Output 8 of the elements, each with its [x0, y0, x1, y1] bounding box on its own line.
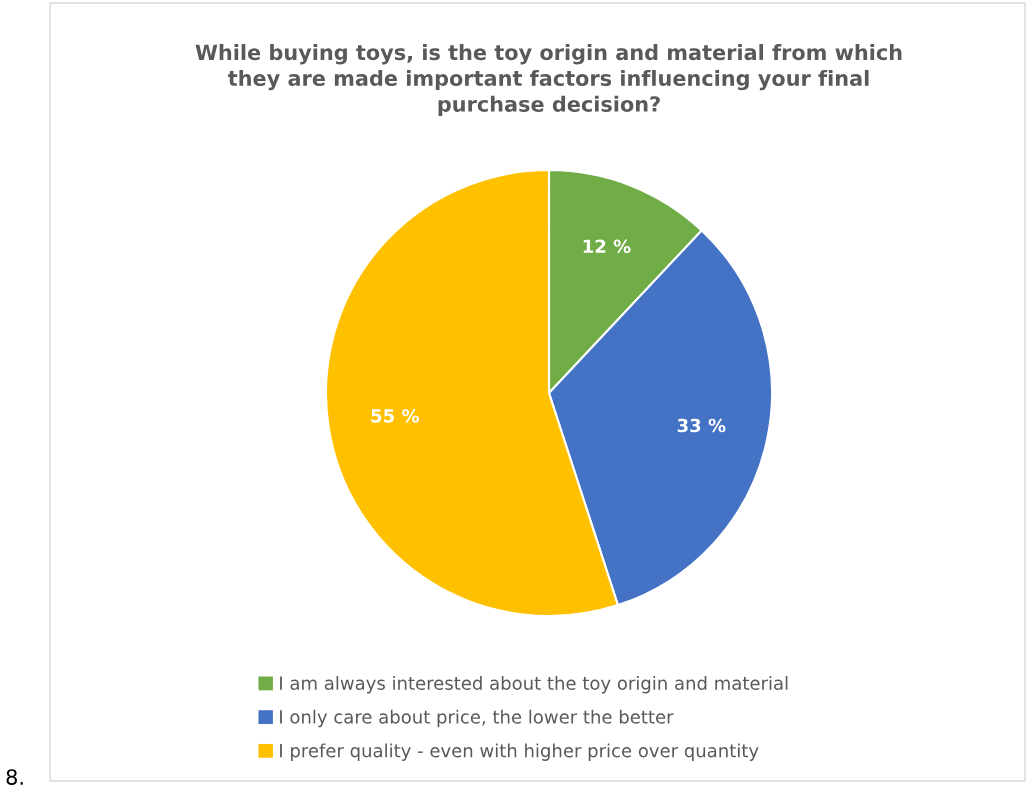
data-label: 55 % [371, 409, 419, 423]
data-label: 33 % [677, 418, 726, 433]
legend-label: I am always interested about the toy origin and material [280, 675, 788, 694]
legend-label: I only care about price, the lower the better [280, 709, 674, 728]
text: 8. [6, 769, 23, 785]
legend-label: I prefer quality - even with higher price over quantity [280, 743, 759, 761]
data-label: 12 % [583, 239, 631, 254]
chart-title: While buying toys, is the toy origin and material from which they are made important factors influencing your final purchase decision? [195, 44, 902, 116]
